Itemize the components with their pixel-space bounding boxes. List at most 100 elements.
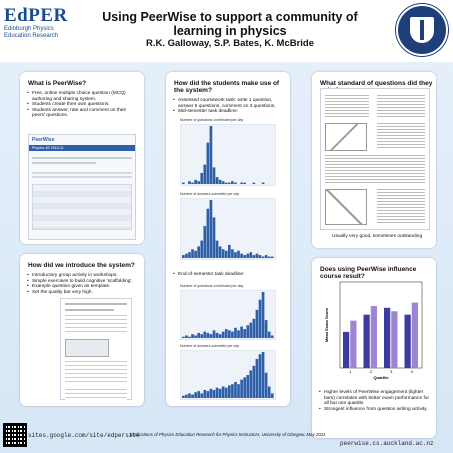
histogram-bar [270, 335, 274, 338]
exam-score-chart: 1 2 3 4 Quartile Mean Exam Score [322, 276, 426, 385]
histogram-bar [270, 393, 274, 398]
histogram-bar [191, 249, 194, 258]
example-question-image [60, 298, 132, 401]
histogram-bar [206, 391, 210, 398]
bullet-list: Free, online multiple choice question (M… [20, 91, 144, 119]
histogram-bar [221, 386, 225, 398]
histogram-bar [249, 252, 253, 258]
footer-conference: Implications of Physics Education Resear… [129, 432, 326, 437]
histogram-bar [218, 334, 222, 338]
bullet: Strongest influence from question writin… [319, 407, 430, 413]
header: EdPER Edinburgh Physics Education Resear… [0, 0, 453, 62]
histogram-bar [221, 331, 225, 338]
chart-title: Number of questions contributed per day [180, 284, 244, 288]
histogram-bar [231, 331, 234, 338]
histogram-bar [240, 253, 243, 258]
screenshot-course: Physics 1B 2010-11 [29, 145, 135, 151]
histogram-bar [234, 381, 237, 398]
histogram-bar [191, 394, 194, 398]
histogram-answers-end [180, 350, 276, 400]
histogram-bar [194, 392, 197, 398]
x-tick-label: 2 [370, 369, 373, 374]
panel-title: How did we introduce the system? [28, 262, 135, 269]
histogram-bar [258, 299, 262, 338]
exam-score-bar [391, 311, 398, 368]
histogram-bar [231, 181, 234, 184]
footer-right-url[interactable]: peerwise.cs.auckland.ac.nz [340, 440, 434, 447]
histogram-bar [234, 182, 237, 184]
histogram-bar [215, 332, 219, 338]
histogram-bar [224, 250, 228, 258]
histogram-bar [224, 329, 228, 338]
histogram-bar [185, 394, 188, 398]
screenshot-logo: PeerWise [32, 137, 55, 143]
histogram-bar [224, 387, 228, 398]
histogram-bar [252, 365, 256, 398]
chart-title: Number of answers submitted per day [180, 344, 240, 348]
y-axis-label: Mean Exam Score [324, 307, 329, 342]
footer-left-url[interactable]: sites.google.com/site/edpersite [28, 432, 140, 439]
histogram-bar [231, 384, 234, 398]
histogram-bar [231, 249, 234, 258]
histogram-bar [182, 255, 185, 258]
histogram-bar [206, 208, 210, 258]
panel-introduce: How did we introduce the system? Introdu… [20, 254, 144, 406]
histogram-bar [197, 181, 200, 184]
histogram-bar [188, 336, 191, 338]
panel-title: How did the students make use of the sys… [174, 80, 280, 94]
histogram-bar [267, 256, 271, 258]
bullet-list: Assessed coursework task: write 1 questi… [166, 98, 290, 115]
poster-title: Using PeerWise to support a community of… [102, 10, 358, 38]
histogram-bar [243, 255, 246, 258]
panel-influence: Does using PeerWise influence course res… [312, 258, 436, 438]
histogram-bar [234, 252, 237, 258]
histogram-bar [185, 253, 188, 258]
panel-title: Does using PeerWise influence course res… [320, 266, 417, 280]
histogram-bar [258, 255, 262, 258]
histogram-bar [197, 246, 200, 258]
histogram-bar [182, 182, 185, 184]
histogram-bar [203, 164, 207, 184]
histogram-bar [261, 352, 265, 398]
histogram-bar [185, 335, 188, 338]
histogram-bar [212, 217, 216, 258]
histogram-bar [228, 330, 231, 338]
histogram-bar [261, 292, 265, 338]
histogram-bar [228, 385, 231, 398]
histogram-bar [228, 182, 231, 184]
university-crest-icon [396, 4, 448, 56]
histogram-bar [194, 179, 197, 184]
bullet-list: Introductory group activity in workshops… [20, 273, 144, 295]
histogram-bar [264, 372, 268, 398]
histogram-bar [209, 388, 213, 398]
histogram-bar [203, 389, 207, 398]
histogram-bar [197, 391, 200, 398]
bullet: End-of-semester task deadline: [173, 272, 244, 278]
exam-score-bar [384, 307, 391, 368]
bullet: Assessed coursework task: write 1 questi… [173, 98, 284, 109]
histogram-bar [258, 354, 262, 398]
histogram-bar [194, 250, 197, 258]
histogram-bar [255, 253, 259, 258]
exam-score-bar [411, 302, 418, 368]
histogram-bar [206, 142, 210, 184]
exam-score-bar [404, 314, 411, 368]
histogram-bar [224, 182, 228, 184]
logo-sub-1: Edinburgh Physics [4, 26, 54, 32]
bullet: Students answer, rate and comment on the… [27, 108, 138, 119]
histogram-bar [203, 226, 207, 258]
panel-standard: What standard of questions did they writ… [312, 72, 436, 248]
histogram-bar [249, 322, 253, 338]
histogram-bar [215, 240, 219, 258]
histogram-bar [212, 167, 216, 184]
logo-title: EdPER [4, 5, 68, 26]
histogram-bar [252, 255, 256, 258]
histogram-bar [203, 331, 207, 338]
standard-caption: Usually very good, sometimes outstanding [332, 234, 423, 239]
bullet: Mid-semester task deadline: [173, 109, 284, 115]
histogram-bar [228, 244, 231, 258]
histogram-bar [243, 329, 246, 338]
histogram-bar [240, 379, 243, 398]
histogram-bar [200, 240, 204, 258]
